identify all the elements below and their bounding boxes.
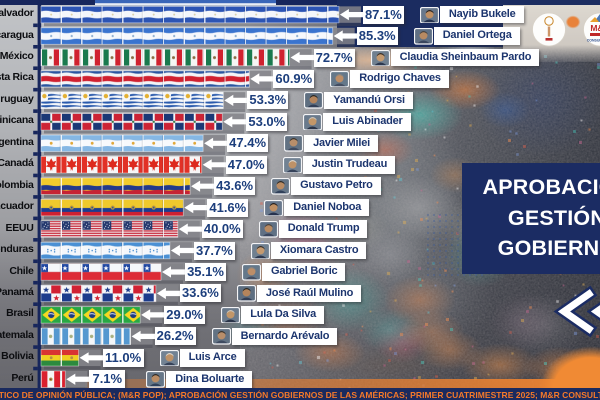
svg-text:CONSULTORES: CONSULTORES: [587, 39, 600, 43]
svg-text:M&R: M&R: [590, 23, 600, 33]
